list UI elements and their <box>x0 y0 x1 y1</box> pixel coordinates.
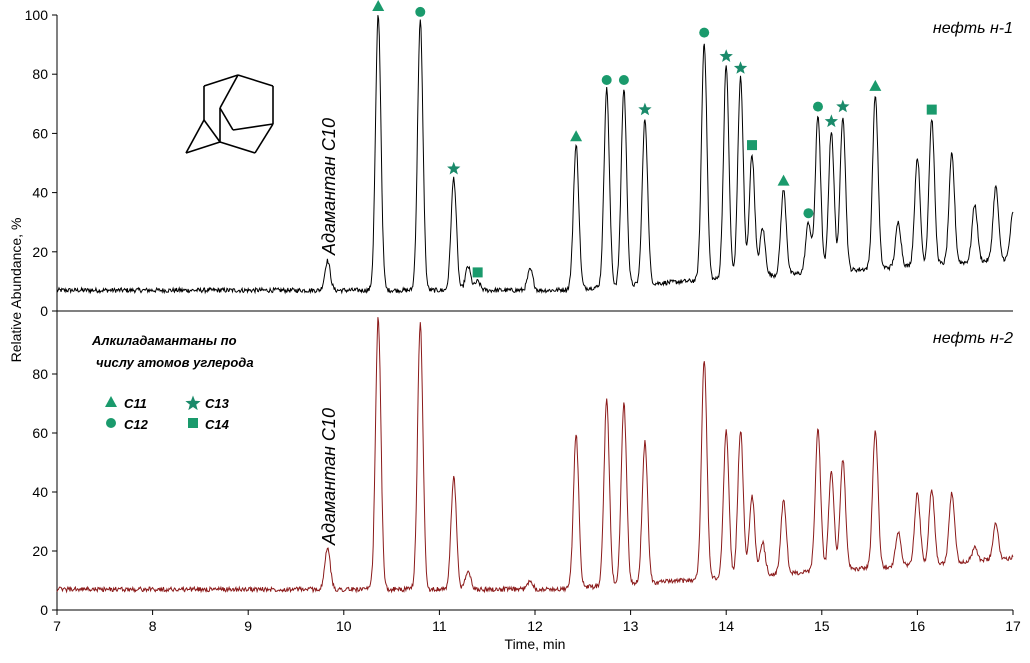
peak-marker-c12 <box>618 75 629 85</box>
x-tick-label: 15 <box>814 618 830 634</box>
peak-marker-c12 <box>812 101 823 112</box>
y-axis-title: Relative Abundance, % <box>8 218 24 363</box>
peak-marker-c13 <box>638 102 652 116</box>
traces-layer <box>56 15 1014 594</box>
legend-triangle-icon <box>105 396 117 407</box>
ticks-layer: 7 8 9 10 11 12 13 14 15 16 17 0 20 40 60 80 100 0 20 40 60 80 <box>25 7 1021 634</box>
peak-marker-c12 <box>699 27 710 38</box>
adamantane-structure-icon <box>185 74 274 154</box>
legend-label-c13: C13 <box>205 396 230 411</box>
y-tick-label: 80 <box>32 66 48 82</box>
y-tick-label: 100 <box>25 7 49 23</box>
peak-marker-c12 <box>803 208 814 219</box>
peak-marker-c13 <box>447 161 461 175</box>
peak-marker-c13 <box>733 61 748 74</box>
peak-marker-c14 <box>926 104 937 115</box>
peak-marker-c11 <box>372 0 385 11</box>
markers-layer <box>372 0 937 278</box>
x-tick-label: 11 <box>432 618 447 634</box>
peak-marker-c13 <box>836 99 850 113</box>
y-tick-label: 20 <box>32 244 48 260</box>
x-tick-label: 17 <box>1005 618 1021 634</box>
sample-label-top: нефть н-1 <box>933 20 1013 37</box>
legend-label-c12: C12 <box>124 417 149 432</box>
legend-label-c11: C11 <box>124 396 147 411</box>
peak-marker-c13 <box>824 114 838 128</box>
x-tick-label: 10 <box>336 618 352 634</box>
peak-marker-c13 <box>719 49 733 62</box>
legend-title-line-1: Алкиладамантаны по <box>91 333 237 348</box>
x-tick-label: 16 <box>910 618 926 634</box>
y-tick-label: 0 <box>40 303 48 319</box>
y-tick-label: 40 <box>32 484 48 500</box>
sample-label-bottom: нефть н-2 <box>933 330 1013 347</box>
x-axis-title: Time, min <box>505 636 566 652</box>
y-tick-label: 20 <box>32 543 48 559</box>
legend-circle-icon <box>106 418 116 428</box>
legend-star-icon <box>185 395 201 411</box>
peak-marker-c11 <box>570 130 583 142</box>
trace-2 <box>56 317 1014 594</box>
peak-annotation-bottom: Адамантан С10 <box>319 408 339 546</box>
peak-annotation-top: Адамантан С10 <box>319 118 339 256</box>
x-tick-label: 14 <box>718 618 734 634</box>
legend-square-icon <box>188 418 198 428</box>
y-tick-label: 40 <box>32 185 48 201</box>
legend-label-c14: C14 <box>205 417 230 432</box>
y-tick-label: 60 <box>32 425 48 441</box>
y-tick-label: 80 <box>32 366 48 382</box>
x-tick-label: 7 <box>53 618 61 634</box>
peak-marker-c12 <box>601 75 612 85</box>
x-tick-label: 8 <box>149 618 157 634</box>
y-tick-label: 60 <box>32 125 48 141</box>
trace-1 <box>56 15 1014 295</box>
x-tick-label: 13 <box>623 618 639 634</box>
x-tick-label: 12 <box>527 618 543 634</box>
peak-marker-c12 <box>415 6 426 17</box>
y-tick-label: 0 <box>40 602 48 618</box>
peak-marker-c14 <box>472 267 483 278</box>
legend-title-line-2: числу атомов углерода <box>96 355 254 370</box>
legend: Алкиладамантаны по числу атомов углерода… <box>91 333 254 432</box>
x-tick-label: 9 <box>244 618 252 634</box>
peak-marker-c14 <box>747 140 758 151</box>
peak-marker-c11 <box>869 79 882 91</box>
peak-marker-c11 <box>777 174 790 186</box>
